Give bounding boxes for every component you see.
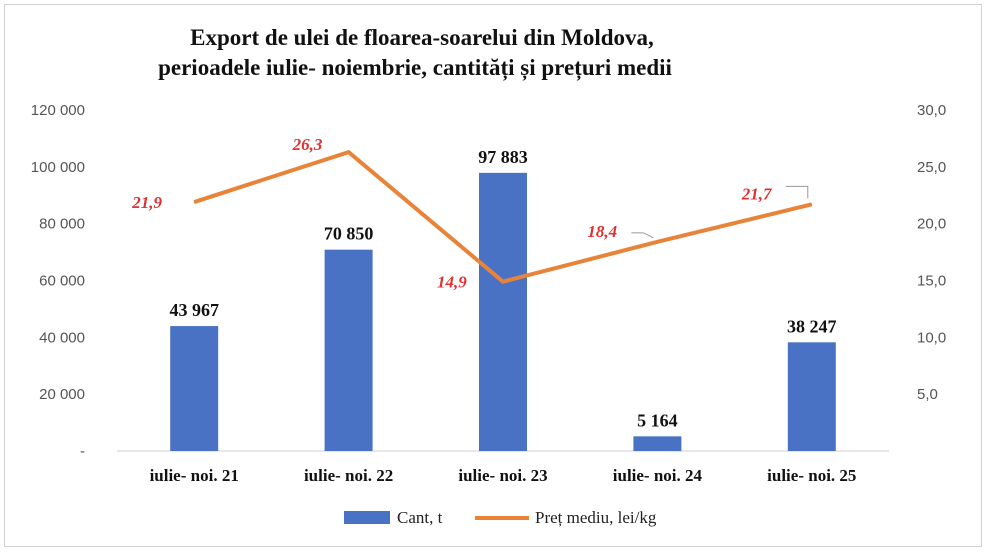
line-series xyxy=(193,149,813,284)
right-tick-label: 15,0 xyxy=(917,273,946,290)
category-label: iulie- noi. 25 xyxy=(767,466,856,485)
price-value-label: 26,3 xyxy=(292,135,323,154)
left-tick-label: 40 000 xyxy=(39,329,85,346)
bar-data-labels: 43 967 70 850 97 883 5 164 38 247 xyxy=(169,147,836,430)
bar-series xyxy=(170,172,836,452)
line-point xyxy=(656,241,658,243)
right-tick-label: 25,0 xyxy=(917,159,946,176)
bar xyxy=(633,436,682,451)
right-tick-label: 5,0 xyxy=(917,386,938,403)
bar xyxy=(324,249,373,451)
bar xyxy=(170,326,219,451)
line-point xyxy=(502,281,504,283)
legend: Cant, t Preț mediu, lei/kg xyxy=(344,508,657,527)
category-label: iulie- noi. 22 xyxy=(304,466,393,485)
bar-value-label: 97 883 xyxy=(478,147,528,167)
price-value-label: 18,4 xyxy=(587,222,617,241)
left-tick-label: - xyxy=(80,443,85,460)
left-tick-label: 60 000 xyxy=(39,273,85,290)
line-point xyxy=(348,151,350,153)
left-axis: - 20 000 40 000 60 000 80 000 100 000 120 000 xyxy=(31,102,85,460)
right-tick-label: 30,0 xyxy=(917,102,946,119)
label-leader-line xyxy=(631,232,654,239)
bar-value-label: 43 967 xyxy=(169,300,219,320)
bar-value-label: 5 164 xyxy=(637,410,678,430)
legend-line-label: Preț mediu, lei/kg xyxy=(535,508,657,527)
bar-value-label: 70 850 xyxy=(324,224,374,244)
line-data-labels: 21,9 26,3 14,9 18,4 21,7 xyxy=(131,135,809,292)
price-value-label: 21,9 xyxy=(131,193,162,212)
line-point xyxy=(193,201,195,203)
bar xyxy=(787,342,836,451)
chart-title-line-1: Export de ulei de floarea-soarelui din M… xyxy=(190,25,654,50)
left-tick-label: 100 000 xyxy=(31,159,85,176)
left-tick-label: 20 000 xyxy=(39,386,85,403)
category-label: iulie- noi. 23 xyxy=(458,466,547,485)
legend-bar-swatch xyxy=(344,511,390,524)
category-label: iulie- noi. 21 xyxy=(150,466,239,485)
price-value-label: 21,7 xyxy=(741,184,773,203)
right-axis: 5,0 10,0 15,0 20,0 25,0 30,0 xyxy=(917,102,946,403)
bar-value-label: 38 247 xyxy=(787,316,837,336)
chart-svg: Export de ulei de floarea-soarelui din M… xyxy=(31,25,946,527)
category-label: iulie- noi. 24 xyxy=(613,466,703,485)
right-tick-label: 10,0 xyxy=(917,329,946,346)
legend-bar-label: Cant, t xyxy=(397,508,443,527)
price-value-label: 14,9 xyxy=(437,273,467,292)
left-tick-label: 80 000 xyxy=(39,216,85,233)
bar xyxy=(479,172,527,452)
left-tick-label: 120 000 xyxy=(31,102,85,119)
line-point xyxy=(811,203,813,205)
chart-frame: Export de ulei de floarea-soarelui din M… xyxy=(4,4,982,547)
category-labels: iulie- noi. 21 iulie- noi. 22 iulie- noi. … xyxy=(150,466,857,485)
right-tick-label: 20,0 xyxy=(917,216,946,233)
chart-title-line-2: perioadele iulie- noiembrie, cantități ș… xyxy=(158,55,672,81)
label-leader-line xyxy=(785,185,809,199)
